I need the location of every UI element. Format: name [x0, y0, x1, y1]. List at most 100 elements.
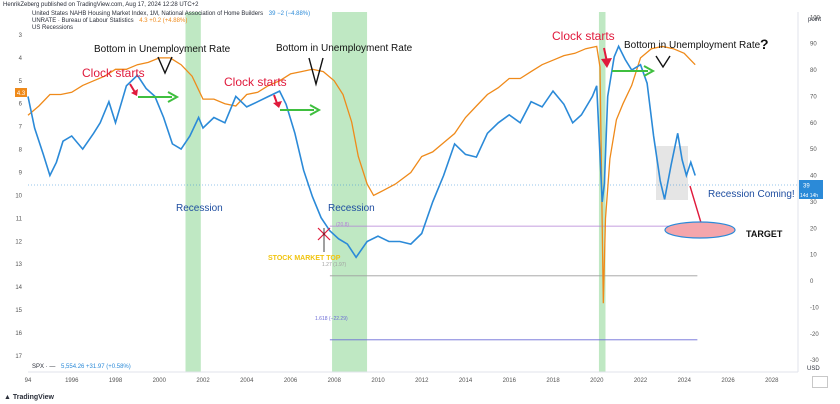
left-tick-5: 5	[19, 79, 23, 85]
left-axis: 3 4 5 6 7 8 9 10 11 12 13 14 15 16 17	[15, 33, 22, 360]
spx-legend[interactable]: SPX · — 5,554.26 +31.97 (+0.58%)	[32, 364, 131, 370]
x-tick-2026: 2026	[721, 378, 735, 384]
legend-recessions[interactable]: US Recessions	[32, 25, 74, 31]
left-tick-7: 7	[19, 125, 23, 131]
left-tick-3: 3	[19, 33, 23, 39]
left-tick-9: 9	[19, 171, 23, 177]
target-ellipse	[664, 221, 736, 239]
black-down-arrow-3	[655, 55, 671, 69]
x-tick-2018: 2018	[546, 378, 560, 384]
right-tick-60: 60	[810, 121, 817, 127]
x-tick-2024: 2024	[678, 378, 692, 384]
tradingview-logo-text: TradingView	[12, 394, 54, 401]
right-tick--10: -10	[810, 305, 819, 311]
x-tick-2012: 2012	[415, 378, 429, 384]
left-tick-6: 6	[19, 102, 23, 108]
nahb-series-line	[27, 44, 696, 259]
recession-coming-label: Recession Coming!	[708, 189, 795, 200]
recession-label-2: Recession	[328, 203, 375, 214]
question-mark: ?	[760, 36, 769, 52]
bottom-unemployment-label-1: Bottom in Unemployment Rate	[94, 44, 231, 55]
bottom-unemployment-label-2: Bottom in Unemployment Rate	[276, 43, 413, 54]
settings-box[interactable]	[812, 376, 828, 388]
svg-text:39: 39	[803, 184, 810, 190]
clock-starts-label-2: Clock starts	[224, 75, 287, 89]
left-tick-14: 14	[15, 285, 22, 291]
legend-nahb-value: 39 −2 (−4.88%)	[268, 11, 311, 17]
right-tick-80: 80	[810, 68, 817, 74]
right-tick-10: 10	[810, 253, 817, 259]
recession-band-1	[185, 12, 201, 372]
currency-label: USD	[807, 366, 820, 372]
left-current-tag	[15, 88, 27, 97]
black-down-arrow-1	[157, 56, 173, 75]
clock-starts-label-3: Clock starts	[552, 29, 615, 43]
legend-unrate-value: 4.3 +0.2 (+4.88%)	[139, 18, 188, 24]
x-tick-2020: 2020	[590, 378, 604, 384]
spx-value: 5,554.26 +31.97 (+0.58%)	[61, 364, 131, 370]
tradingview-logo-icon: ▲	[4, 394, 11, 401]
annotation-layer: Clock starts Bottom in Unemployment Rate…	[82, 29, 795, 262]
x-tick-1996: 1996	[65, 378, 79, 384]
x-tick-2002: 2002	[196, 378, 210, 384]
left-tick-17: 17	[15, 354, 22, 360]
bottom-unemployment-label-3: Bottom in Unemployment Rate	[624, 40, 761, 51]
recession-band-2	[332, 12, 368, 372]
right-tick-70: 70	[810, 94, 817, 100]
x-tick-2014: 2014	[459, 378, 473, 384]
recession-label-1: Recession	[176, 203, 223, 214]
x-tick-1998: 1998	[109, 378, 123, 384]
legend-nahb-title: United States NAHB Housing Market Index,…	[32, 11, 264, 17]
fib-label-2: 1.27 (1.97)	[322, 262, 347, 268]
left-tick-13: 13	[15, 262, 22, 268]
left-tick-16: 16	[15, 331, 22, 337]
fib-label-1: (20.8)	[336, 222, 350, 228]
left-tick-4: 4	[19, 56, 23, 62]
left-tick-12: 12	[15, 239, 22, 245]
clock-starts-label-1: Clock starts	[82, 66, 145, 80]
right-tick-90: 90	[810, 42, 817, 48]
target-label: TARGET	[746, 229, 783, 239]
right-tick-20: 20	[810, 226, 817, 232]
fib-label-3: 1.618 (−22.29)	[315, 316, 348, 322]
right-tick-0: 0	[810, 279, 814, 285]
right-tick-30: 30	[810, 200, 817, 206]
legend-unrate[interactable]: UNRATE · Bureau of Labour Statistics 4.3…	[32, 18, 187, 24]
legend-unrate-title: UNRATE · Bureau of Labour Statistics	[32, 18, 134, 24]
consolidation-box	[656, 146, 688, 200]
stock-market-top-label: STOCK MARKET TOP	[268, 255, 341, 262]
published-by: HenrikZeberg published on TradingView.co…	[3, 2, 199, 8]
left-tick-8: 8	[19, 148, 23, 154]
right-tick-50: 50	[810, 147, 817, 153]
x-tick-2028: 2028	[765, 378, 779, 384]
x-tick-2006: 2006	[284, 378, 298, 384]
tradingview-logo: ▲ TradingView	[4, 394, 54, 401]
svg-text:14d 14h: 14d 14h	[800, 193, 818, 199]
right-current-tag	[799, 180, 823, 190]
right-tick--20: -20	[810, 332, 819, 338]
x-tick-2008: 2008	[328, 378, 342, 384]
unrate-series-line	[27, 45, 696, 304]
right-tick-100: 100	[810, 15, 821, 21]
left-tick-15: 15	[15, 308, 22, 314]
right-tick--30: -30	[810, 358, 819, 364]
x-tick-2000: 2000	[153, 378, 167, 384]
x-tick-94: 94	[25, 378, 32, 384]
spx-label: SPX · —	[32, 364, 56, 370]
x-tick-2004: 2004	[240, 378, 254, 384]
right-tick-40: 40	[810, 174, 817, 180]
fibonacci-levels	[329, 225, 698, 341]
x-axis: 94 1996 1998 2000 2002 2004 2006 2008 2010 2012 20…	[25, 378, 779, 384]
right-countdown-tag	[799, 190, 823, 199]
svg-text:4.3: 4.3	[17, 91, 26, 97]
x-tick-2022: 2022	[634, 378, 648, 384]
black-down-arrow-2	[308, 57, 324, 87]
right-axis-title: point	[808, 17, 822, 23]
legend-nahb[interactable]: United States NAHB Housing Market Index,…	[32, 11, 310, 17]
left-tick-11: 11	[16, 216, 23, 222]
x-tick-2010: 2010	[371, 378, 385, 384]
left-tick-10: 10	[15, 193, 22, 199]
x-tick-2016: 2016	[503, 378, 517, 384]
